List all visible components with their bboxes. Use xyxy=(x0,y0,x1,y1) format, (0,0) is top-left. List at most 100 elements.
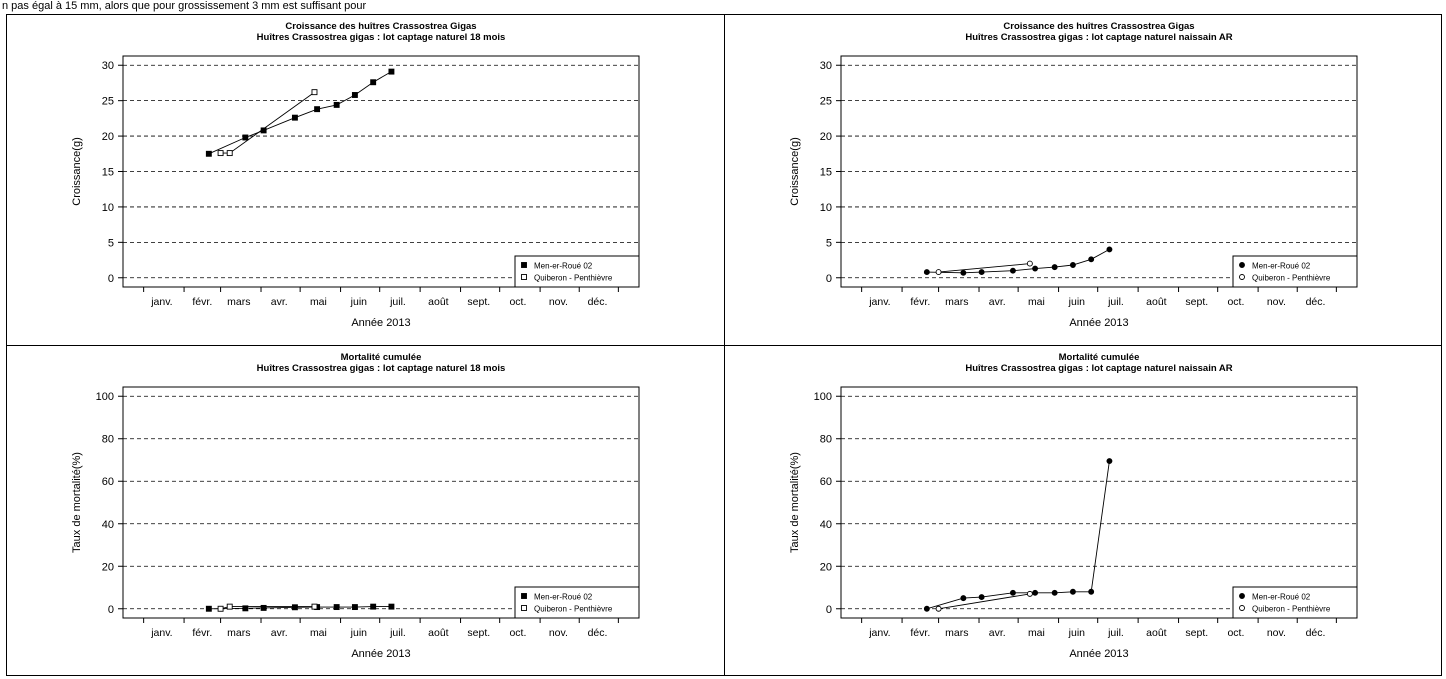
y-tick-label: 20 xyxy=(102,131,114,143)
x-tick-label: juin xyxy=(1068,296,1086,308)
legend-label: Men-er-Roué 02 xyxy=(534,593,593,602)
series-line xyxy=(926,249,1110,274)
y-tick-label: 10 xyxy=(820,202,832,214)
y-tick-label: 80 xyxy=(820,434,832,446)
data-point xyxy=(311,603,318,610)
legend-marker xyxy=(521,262,527,268)
y-tick-label: 25 xyxy=(102,96,114,108)
data-point xyxy=(333,101,340,108)
y-tick-label: 20 xyxy=(820,131,832,143)
x-tick-label: déc. xyxy=(1306,296,1326,308)
series-line xyxy=(938,593,1030,610)
data-point xyxy=(226,150,233,157)
x-tick-label: juil. xyxy=(389,296,406,308)
chart-subtitle: Huîtres Crassostrea gigas : lot captage … xyxy=(965,32,1232,43)
legend-label: Quiberon - Penthièvre xyxy=(534,274,613,283)
y-tick-label: 0 xyxy=(108,604,114,616)
x-tick-label: avr. xyxy=(989,296,1006,308)
series-line xyxy=(938,263,1030,273)
legend-label: Quiberon - Penthièvre xyxy=(534,605,613,614)
chart-panel-growth-18-mois: Croissance des huîtres Crassostrea Gigas… xyxy=(6,14,725,346)
legend-box xyxy=(1232,255,1358,288)
legend-marker xyxy=(1239,605,1245,611)
chart-subtitle: Huîtres Crassostrea gigas : lot captage … xyxy=(257,32,506,43)
chart-title: Mortalité cumulée xyxy=(341,352,422,363)
x-tick-label: août xyxy=(428,627,449,639)
data-point xyxy=(217,150,224,157)
plot-frame xyxy=(840,386,1358,619)
y-tick-label: 20 xyxy=(102,561,114,573)
y-tick-label: 15 xyxy=(102,167,114,179)
series-line xyxy=(208,71,392,155)
y-tick-label: 20 xyxy=(820,561,832,573)
y-axis-label: Croissance(g) xyxy=(789,137,801,205)
data-point xyxy=(388,68,395,75)
x-tick-label: juil. xyxy=(1107,296,1124,308)
x-tick-label: sept. xyxy=(1185,296,1208,308)
data-point xyxy=(351,92,358,98)
data-point xyxy=(1026,260,1033,267)
y-tick-label: 60 xyxy=(102,476,114,488)
data-point xyxy=(388,603,395,610)
data-point xyxy=(370,603,377,610)
data-point xyxy=(1032,265,1039,272)
growth-naissain-ar-chart: Croissance des huîtres Crassostrea Gigas… xyxy=(789,21,1358,329)
x-tick-label: sept. xyxy=(467,627,490,639)
y-axis-label: Taux de mortalité(%) xyxy=(71,452,83,553)
x-tick-label: nov. xyxy=(549,296,568,308)
legend-label: Quiberon - Penthièvre xyxy=(1252,605,1331,614)
x-tick-label: févr. xyxy=(192,627,212,639)
x-tick-label: mars xyxy=(945,296,968,308)
y-tick-label: 100 xyxy=(96,391,114,403)
data-point xyxy=(205,150,212,157)
legend-marker xyxy=(1239,262,1245,268)
y-tick-label: 80 xyxy=(102,434,114,446)
data-point xyxy=(1032,589,1039,596)
x-tick-label: déc. xyxy=(1306,627,1326,639)
y-tick-label: 0 xyxy=(826,604,832,616)
data-point xyxy=(226,603,233,610)
y-axis-label: Croissance(g) xyxy=(71,137,83,205)
data-point xyxy=(333,604,340,611)
data-point xyxy=(217,605,224,612)
data-point xyxy=(1069,588,1076,595)
x-tick-label: nov. xyxy=(1267,627,1286,639)
plot-frame xyxy=(122,386,640,619)
data-point xyxy=(960,595,967,602)
x-tick-label: juil. xyxy=(389,627,406,639)
y-axis-label: Taux de mortalité(%) xyxy=(789,452,801,553)
data-point xyxy=(978,269,985,276)
legend-label: Men-er-Roué 02 xyxy=(1252,593,1311,602)
y-tick-label: 15 xyxy=(820,167,832,179)
x-tick-label: déc. xyxy=(588,296,608,308)
data-point xyxy=(1051,264,1058,271)
y-tick-label: 25 xyxy=(820,96,832,108)
y-tick-label: 0 xyxy=(108,273,114,285)
data-point xyxy=(923,269,930,276)
chart-title: Croissance des huîtres Crassostrea Gigas xyxy=(285,21,476,32)
x-tick-label: oct. xyxy=(509,627,526,639)
series-line xyxy=(220,91,315,154)
y-tick-label: 0 xyxy=(826,273,832,285)
x-tick-label: sept. xyxy=(467,296,490,308)
x-tick-label: nov. xyxy=(549,627,568,639)
x-tick-label: août xyxy=(1146,627,1167,639)
x-axis-label: Année 2013 xyxy=(351,648,410,660)
y-tick-label: 30 xyxy=(820,60,832,72)
x-tick-label: févr. xyxy=(910,627,930,639)
x-tick-label: août xyxy=(428,296,449,308)
legend-box xyxy=(1232,586,1358,619)
data-point xyxy=(291,114,298,121)
x-tick-label: févr. xyxy=(910,296,930,308)
y-tick-label: 60 xyxy=(820,476,832,488)
x-tick-label: mars xyxy=(227,296,250,308)
x-tick-label: avr. xyxy=(271,296,288,308)
x-tick-label: mai xyxy=(1028,627,1045,639)
chart-panel-mortality-18-mois: Mortalité cumulée Huîtres Crassostrea gig… xyxy=(6,345,725,676)
legend-marker xyxy=(521,274,527,280)
data-point xyxy=(978,594,985,601)
x-tick-label: août xyxy=(1146,296,1167,308)
data-point xyxy=(205,605,212,612)
